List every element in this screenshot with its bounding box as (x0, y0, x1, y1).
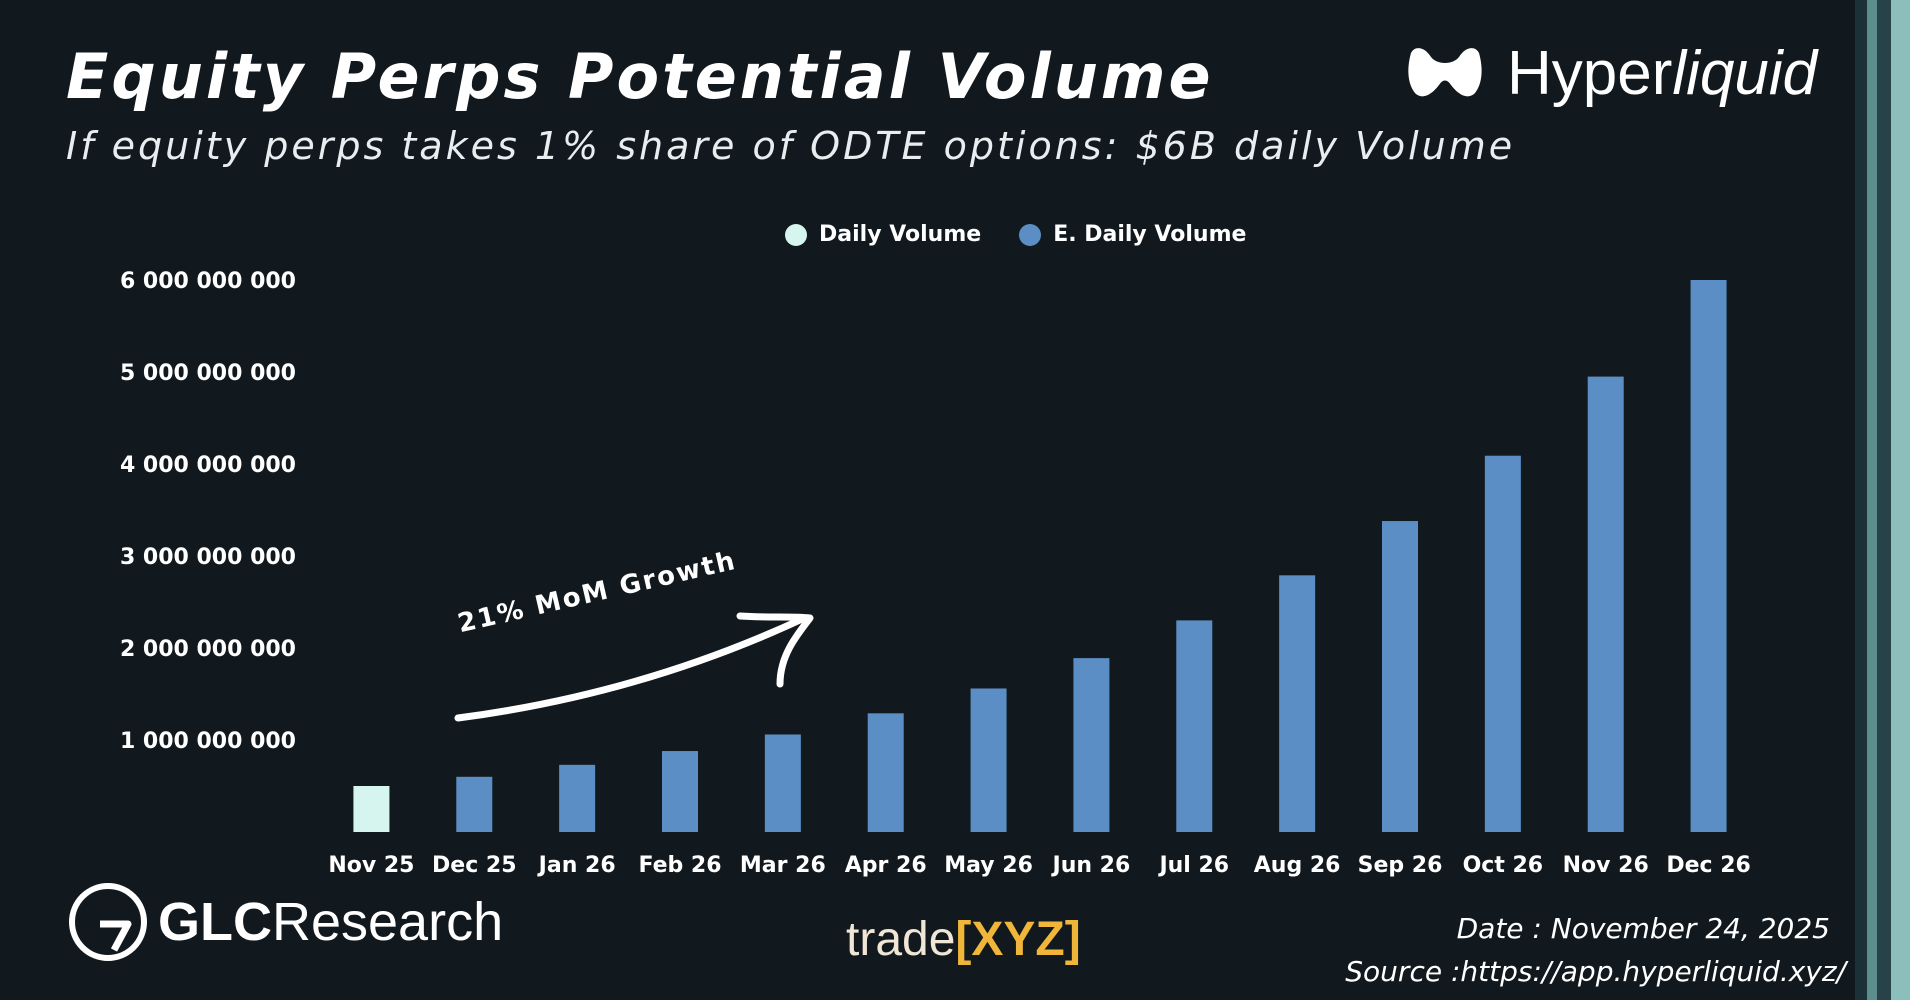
right-edge-strip (1877, 0, 1891, 1000)
legend-item-estimated-volume: E. Daily Volume (1019, 222, 1246, 247)
bar-estimated-volume (1484, 455, 1521, 832)
bars (353, 280, 1727, 832)
brand-name-regular: Hyper (1507, 38, 1673, 108)
brand-name-italic: liquid (1672, 38, 1818, 108)
chart-legend: Daily Volume E. Daily Volume (785, 222, 1246, 247)
growth-arrow-icon (454, 612, 814, 722)
bar-estimated-volume (764, 734, 801, 832)
hyperliquid-logo: Hyperliquid (1405, 38, 1817, 108)
x-tick-label: Feb 26 (638, 853, 721, 878)
y-tick-label: 5 000 000 000 (120, 361, 296, 386)
legend-label-estimated-volume: E. Daily Volume (1053, 222, 1247, 247)
hyperliquid-wordmark: Hyperliquid (1507, 38, 1817, 109)
x-tick-label: May 26 (944, 853, 1033, 878)
glc-regular-text: Research (272, 892, 504, 952)
bar-estimated-volume (1073, 658, 1110, 832)
legend-label-daily-volume: Daily Volume (819, 222, 982, 247)
tradexyz-logo: trade[XYZ] (846, 912, 1081, 967)
legend-swatch-estimated-volume (1019, 223, 1042, 246)
bar-daily-volume (353, 786, 390, 832)
legend-swatch-daily-volume (785, 223, 807, 246)
y-tick-label: 2 000 000 000 (120, 637, 296, 662)
x-tick-label: Dec 26 (1666, 853, 1751, 878)
x-tick-label: Jun 26 (1051, 853, 1131, 878)
x-tick-label: Jan 26 (537, 853, 616, 878)
bar-estimated-volume (1382, 521, 1418, 832)
x-tick-label: Mar 26 (740, 853, 826, 878)
source-link[interactable]: Source :https://app.hyperliquid.xyz/ (1345, 955, 1846, 988)
glc-mark-icon (69, 883, 147, 961)
glc-research-logo: GLCResearch (66, 880, 503, 964)
right-edge-strip (1855, 0, 1867, 1000)
y-tick-label: 6 000 000 000 (120, 269, 296, 294)
x-axis: Nov 25 Dec 25 Jan 26 Feb 26 Mar 26 Apr 26 May … (328, 853, 1750, 878)
chart-title: Equity Perps Potential Volume (66, 40, 1214, 113)
x-tick-label: Nov 25 (328, 853, 414, 878)
trade-word: trade (846, 913, 956, 966)
bar-estimated-volume (1690, 280, 1727, 832)
bar-estimated-volume (970, 688, 1007, 832)
x-tick-label: Dec 25 (432, 853, 517, 878)
date-label: Date : November 24, 2025 (1456, 912, 1830, 945)
hyperliquid-mark-icon (1408, 48, 1482, 97)
y-tick-label: 3 000 000 000 (120, 545, 296, 570)
x-tick-label: Jul 26 (1157, 853, 1229, 878)
x-tick-label: Apr 26 (845, 853, 927, 878)
glc-bold-text: GLC (158, 892, 272, 952)
bar-estimated-volume (1279, 575, 1316, 832)
bar-estimated-volume (867, 713, 904, 832)
bar-estimated-volume (559, 764, 596, 832)
y-axis: 1 000 000 000 2 000 000 000 3 000 000 000 4… (120, 269, 296, 754)
y-tick-label: 4 000 000 000 (120, 453, 296, 478)
bar-estimated-volume (1587, 376, 1624, 832)
trade-xyz-word: [XYZ] (955, 913, 1081, 966)
right-edge-strip (1891, 0, 1910, 1000)
glc-research-wordmark: GLCResearch (158, 891, 503, 953)
x-tick-label: Sep 26 (1358, 853, 1443, 878)
right-edge-strip (1867, 0, 1877, 1000)
bar-estimated-volume (456, 776, 493, 832)
x-tick-label: Aug 26 (1254, 853, 1341, 878)
chart-subtitle: If equity perps takes 1% share of ODTE o… (66, 124, 1516, 168)
x-tick-label: Oct 26 (1463, 853, 1544, 878)
x-tick-label: Nov 26 (1563, 853, 1649, 878)
bar-estimated-volume (1176, 620, 1213, 832)
legend-item-daily-volume: Daily Volume (785, 222, 981, 247)
y-tick-label: 1 000 000 000 (120, 729, 296, 754)
bar-estimated-volume (662, 751, 698, 832)
